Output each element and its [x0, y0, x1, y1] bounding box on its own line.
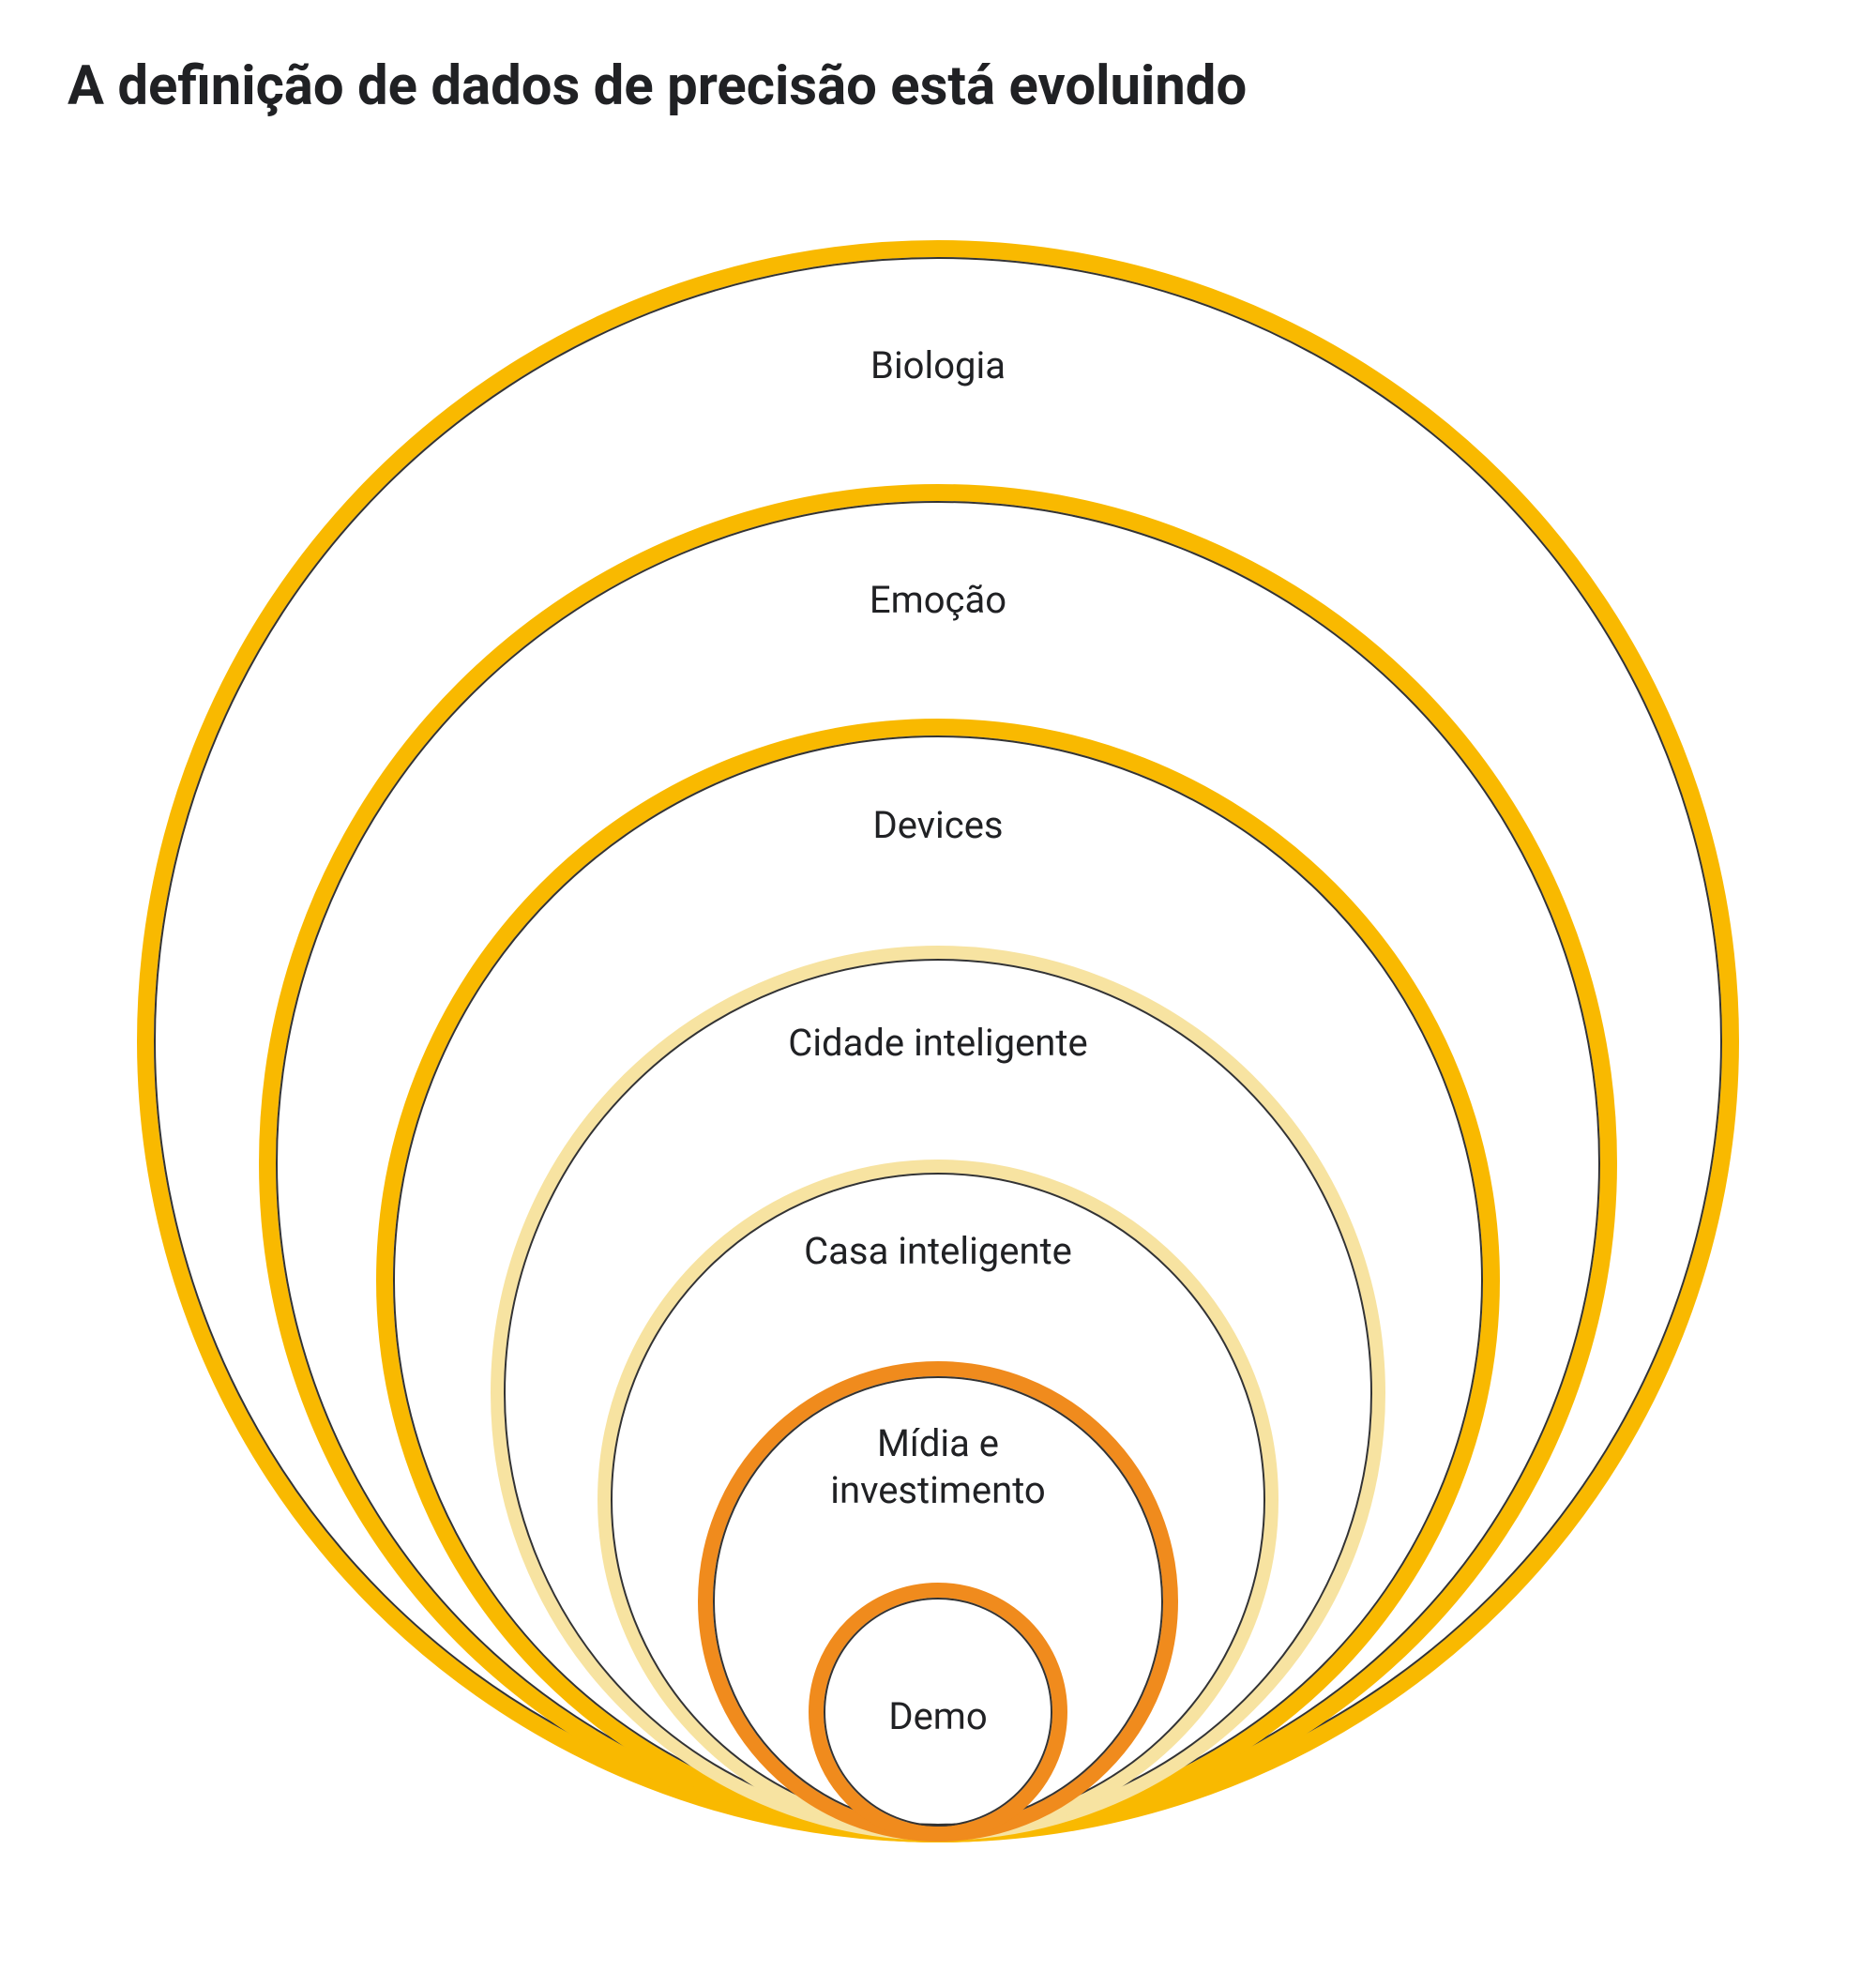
ring-inner-devices [394, 736, 1482, 1825]
ring-label-emocao: Emoção [870, 577, 1006, 624]
ring-outer-devices [385, 727, 1491, 1834]
ring-label-cidade-inteligente: Cidade inteligente [788, 1020, 1087, 1067]
ring-label-biologia: Biologia [870, 342, 1006, 389]
ring-label-demo: Demo [888, 1693, 987, 1740]
ring-label-casa-inteligente: Casa inteligente [804, 1228, 1072, 1275]
ring-label-devices: Devices [872, 802, 1003, 849]
nested-circles-diagram: Biologia Emoção Devices Cidade inteligente C… [117, 220, 1759, 1862]
ring-label-midia-investimento: Mídia e investimento [830, 1420, 1046, 1514]
page-title: A definição de dados de precisão está ev… [68, 54, 1247, 118]
